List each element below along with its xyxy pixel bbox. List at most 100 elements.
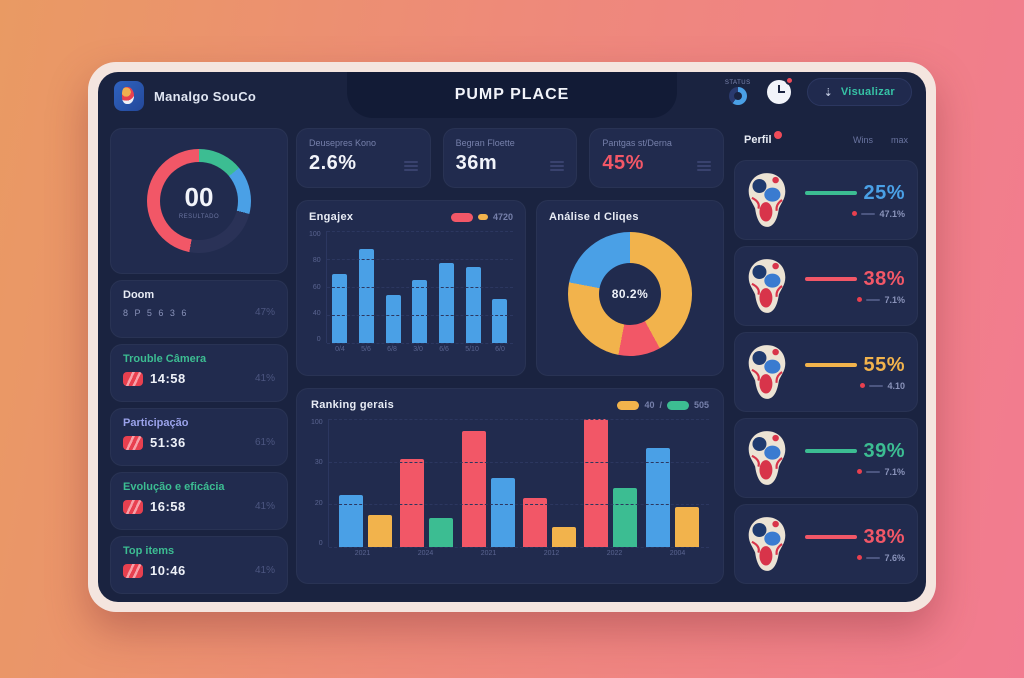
x-tick-label: 2024 <box>417 550 434 557</box>
bar <box>490 477 515 547</box>
legend-label: 40 <box>644 400 655 410</box>
header-notch <box>347 72 677 118</box>
ranking-x-axis: 2021 2024 2021 2012 2022 2004 <box>331 550 709 557</box>
right-row-stats: 38% 7.6% <box>799 526 905 563</box>
list-item-percent: 47% <box>254 307 275 318</box>
x-tick-label: 2022 <box>606 550 623 557</box>
right-header-col2: Wins <box>852 135 873 145</box>
right-header-col3: max <box>890 135 908 145</box>
legend-pill <box>666 400 689 410</box>
engagement-plot <box>325 231 513 344</box>
kpi-value: 45% <box>602 152 644 174</box>
dashboard-app: Manalgo SouCo PUMP PLACE STATUS ⇣ Visual… <box>98 72 926 602</box>
list-item-value: 51:36 <box>150 435 186 450</box>
x-tick-label: 6/6 <box>439 346 449 353</box>
x-tick-label: 0/4 <box>335 346 345 353</box>
device-frame: Manalgo SouCo PUMP PLACE STATUS ⇣ Visual… <box>88 62 936 612</box>
ranking-chart-header: Ranking gerais 40 / 505 <box>311 399 709 411</box>
status-indicator[interactable]: STATUS <box>725 80 751 105</box>
gridline <box>328 504 709 506</box>
percent-value: 39% <box>863 439 905 462</box>
bar <box>385 294 401 343</box>
right-row-main: 39% <box>805 440 905 463</box>
sub-dot-icon <box>852 211 858 216</box>
sidebar-list-item[interactable]: Evolução e eficácia 16:58 41% <box>110 472 288 530</box>
list-item-title: Evolução e eficácia <box>123 481 225 493</box>
score-gauge-ring: 00 RESULTADO <box>147 149 251 253</box>
kpi-card[interactable]: Deusepres Kono 2.6% <box>296 128 431 188</box>
sidebar-list-item[interactable]: Participação 51:36 61% <box>110 408 288 466</box>
sub-dot-icon <box>857 297 863 302</box>
bar <box>359 248 375 343</box>
sidebar-list-item[interactable]: Trouble Câmera 14:58 41% <box>110 344 288 402</box>
menu-lines-icon <box>550 159 565 173</box>
x-tick-label: 2021 <box>480 550 497 557</box>
right-stat-row[interactable]: 55% 4.10 <box>734 332 918 412</box>
percent-value: 38% <box>863 525 905 548</box>
logo-text: Manalgo SouCo <box>154 88 257 104</box>
right-stat-row[interactable]: 25% 47.1% <box>734 160 918 240</box>
right-row-sub: 7.1% <box>857 467 905 477</box>
kpi-card[interactable]: Pantgas st/Derna 45% <box>589 128 725 188</box>
list-item-glyphs: 8 P 5 6 3 6 <box>123 307 189 318</box>
gridline <box>326 315 513 316</box>
list-item-percent: 41% <box>254 565 275 576</box>
notifications-clock-icon[interactable] <box>766 76 794 104</box>
bar <box>552 526 576 547</box>
right-stat-row[interactable]: 39% 7.1% <box>734 418 918 498</box>
left-item-list: Doom 8 P 5 6 3 6 47% Trouble Câmera 14:58 41%… <box>110 280 288 594</box>
x-tick-label: 6/8 <box>387 346 397 353</box>
ranking-chart-title: Ranking gerais <box>311 399 395 411</box>
sub-value: 7.6% <box>884 552 905 563</box>
legend-value: 4720 <box>492 212 513 222</box>
bar-group <box>338 419 392 547</box>
red-badge-icon <box>123 435 143 450</box>
trophy-logo-icon <box>748 173 786 227</box>
right-row-stats: 25% 47.1% <box>799 182 905 219</box>
list-item-value: 16:58 <box>150 499 186 514</box>
right-row-stats: 55% 4.10 <box>799 354 905 391</box>
list-item-percent: 61% <box>254 437 275 448</box>
x-tick-label: 2021 <box>354 550 371 557</box>
score-gauge-caption: RESULTADO <box>178 214 220 220</box>
ranking-y-axis: 100 30 20 0 <box>311 419 323 547</box>
list-item-row: 8 P 5 6 3 6 47% <box>123 307 275 318</box>
x-tick-label: 5/10 <box>465 346 479 353</box>
right-row-sub: 7.1% <box>857 295 905 305</box>
bar-group <box>584 419 638 547</box>
bar <box>332 273 348 343</box>
visualize-button[interactable]: ⇣ Visualizar <box>806 78 912 106</box>
red-badge-icon <box>123 371 143 386</box>
red-badge-icon <box>123 563 143 578</box>
right-row-main: 55% <box>805 354 905 377</box>
charts-row: Engajex 4720 100 80 60 40 0 0/4 5/6 6/8 3 <box>296 200 724 376</box>
score-gauge-card: 00 RESULTADO <box>110 128 288 274</box>
list-item-value: 14:58 <box>150 371 186 386</box>
sub-dash-icon <box>869 384 884 387</box>
clicks-donut-card: Análise d Cliqes 80.2% <box>536 200 724 376</box>
engagement-chart-header: Engajex 4720 <box>309 211 513 223</box>
legend-red-pill <box>450 212 473 222</box>
page-title: PUMP PLACE <box>454 86 570 103</box>
right-stat-row[interactable]: 38% 7.6% <box>734 504 918 584</box>
x-tick-label: 6/0 <box>495 346 505 353</box>
logo[interactable]: Manalgo SouCo <box>114 81 256 111</box>
right-row-stats: 39% 7.1% <box>799 440 905 477</box>
bar <box>584 419 609 547</box>
sidebar-list-item[interactable]: Top items 10:46 41% <box>110 536 288 594</box>
kpi-card[interactable]: Begran Floette 36m <box>442 128 578 188</box>
trophy-logo-icon <box>748 259 786 313</box>
right-stat-row[interactable]: 38% 7.1% <box>734 246 918 326</box>
legend-yellow-pill <box>477 214 488 220</box>
logo-icon <box>114 81 144 111</box>
red-badge-icon <box>123 499 143 514</box>
bar <box>400 458 425 547</box>
status-chart-icon <box>728 86 747 105</box>
clicks-donut-ring: 80.2% <box>568 232 692 356</box>
trophy-logo-icon <box>748 517 786 571</box>
percent-line <box>805 535 858 539</box>
right-row-main: 38% <box>805 268 905 291</box>
percent-line <box>805 277 858 281</box>
sidebar-list-item[interactable]: Doom 8 P 5 6 3 6 47% <box>110 280 288 338</box>
kpi-label: Deusepres Kono <box>309 138 377 148</box>
